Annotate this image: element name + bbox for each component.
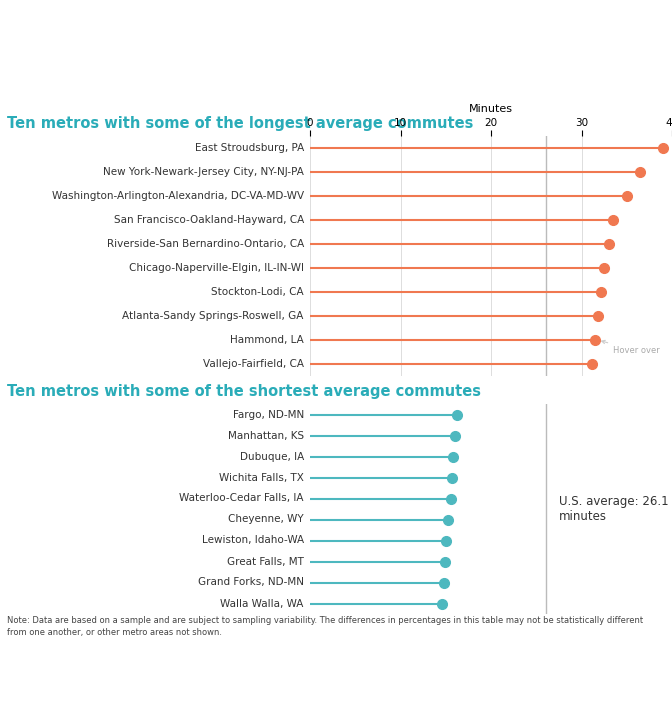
- Text: Washington-Arlington-Alexandria, DC-VA-MD-WV: Washington-Arlington-Alexandria, DC-VA-M…: [52, 191, 304, 201]
- FancyBboxPatch shape: [3, 659, 117, 712]
- Text: Census: Census: [10, 696, 116, 712]
- Text: Source: 2012-2016 American Community Survey: Source: 2012-2016 American Community Sur…: [420, 669, 642, 677]
- Text: Fargo, ND-MN: Fargo, ND-MN: [233, 409, 304, 419]
- Circle shape: [16, 16, 92, 92]
- Text: U.S. average: 26.1
minutes: U.S. average: 26.1 minutes: [559, 495, 669, 523]
- Text: Vallejo-Fairfield, CA: Vallejo-Fairfield, CA: [203, 359, 304, 369]
- Text: Stockton-Lodi, CA: Stockton-Lodi, CA: [211, 287, 304, 297]
- Text: Note: Data are based on a sample and are subject to sampling variability. The di: Note: Data are based on a sample and are…: [7, 616, 643, 637]
- Text: Great Falls, MT: Great Falls, MT: [227, 557, 304, 567]
- Text: Ten metros with some of the shortest average commutes: Ten metros with some of the shortest ave…: [7, 384, 480, 399]
- Text: by Metropolitan Areas: by Metropolitan Areas: [106, 66, 403, 90]
- Text: San Francisco-Oakland-Hayward, CA: San Francisco-Oakland-Hayward, CA: [114, 215, 304, 225]
- Text: Atlanta-Sandy Springs-Roswell, GA: Atlanta-Sandy Springs-Roswell, GA: [122, 311, 304, 321]
- Text: Grand Forks, ND-MN: Grand Forks, ND-MN: [198, 577, 304, 587]
- Text: East Stroudsburg, PA: East Stroudsburg, PA: [195, 143, 304, 153]
- Text: Riverside-San Bernardino-Ontario, CA: Riverside-San Bernardino-Ontario, CA: [107, 239, 304, 249]
- Text: Dubuque, IA: Dubuque, IA: [239, 451, 304, 461]
- Text: U.S. CENSUS BUREAU: U.S. CENSUS BUREAU: [135, 705, 217, 712]
- Text: New York-Newark-Jersey City, NY-NJ-PA: New York-Newark-Jersey City, NY-NJ-PA: [103, 167, 304, 177]
- Text: Wichita Falls, TX: Wichita Falls, TX: [219, 473, 304, 483]
- Text: Economics and Statistics Administration: Economics and Statistics Administration: [135, 687, 304, 696]
- Text: Ten metros with some of the longest average commutes: Ten metros with some of the longest aver…: [7, 116, 473, 131]
- Text: Cheyenne, WY: Cheyenne, WY: [228, 515, 304, 525]
- Text: U.S. Department of Commerce: U.S. Department of Commerce: [135, 669, 285, 679]
- Text: Hammond, LA: Hammond, LA: [230, 335, 304, 345]
- Text: Average One-Way Commuting Time: Average One-Way Commuting Time: [106, 26, 575, 50]
- Text: Waterloo-Cedar Falls, IA: Waterloo-Cedar Falls, IA: [179, 493, 304, 503]
- Text: 5-year estimates: 5-year estimates: [450, 691, 527, 699]
- Text: Manhattan, KS: Manhattan, KS: [228, 431, 304, 441]
- Text: Lewiston, Idaho-WA: Lewiston, Idaho-WA: [202, 535, 304, 545]
- X-axis label: Minutes: Minutes: [469, 104, 513, 114]
- Text: United States™: United States™: [12, 671, 72, 680]
- Text: Chicago-Naperville-Elgin, IL-IN-WI: Chicago-Naperville-Elgin, IL-IN-WI: [129, 263, 304, 273]
- Text: Walla Walla, WA: Walla Walla, WA: [220, 599, 304, 609]
- Text: Hover over: Hover over: [601, 340, 660, 355]
